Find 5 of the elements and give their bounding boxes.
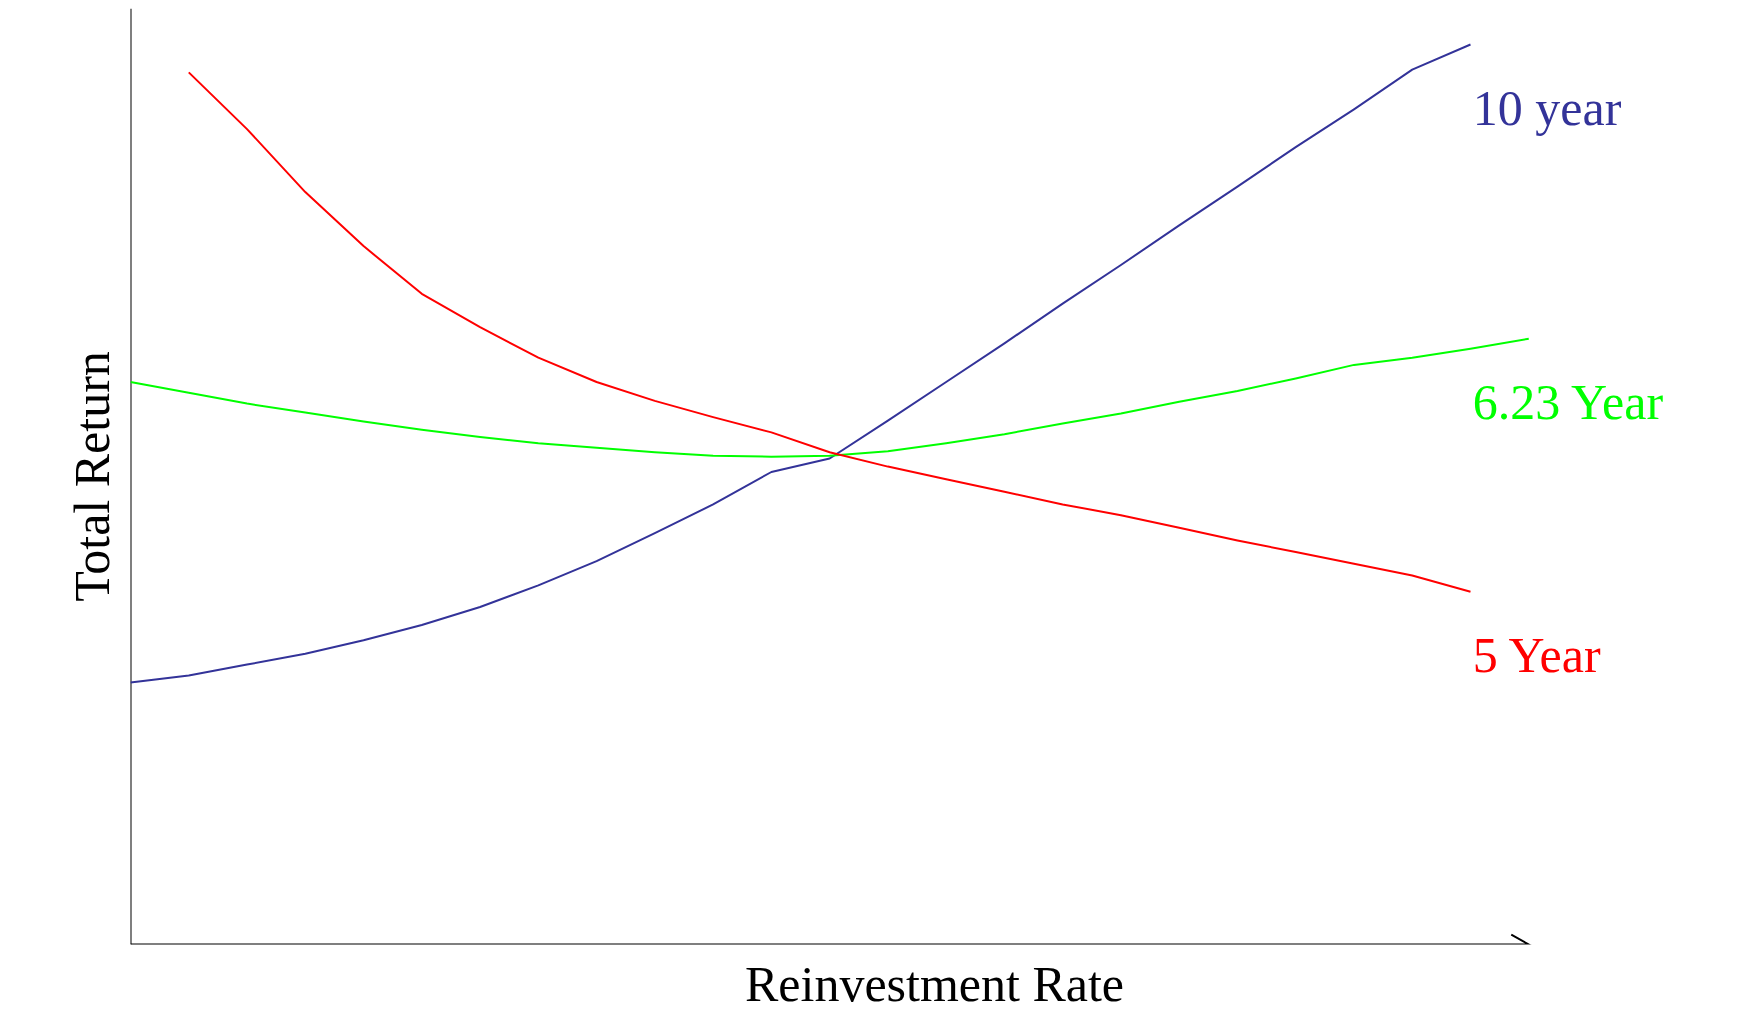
- series-label: 6.23 Year: [1472, 373, 1664, 430]
- series-label: 10 year: [1472, 79, 1622, 136]
- y-axis-title: Total Return: [63, 351, 120, 602]
- x-axis-title: Reinvestment Rate: [744, 955, 1125, 1012]
- series-label: 5 Year: [1472, 626, 1601, 683]
